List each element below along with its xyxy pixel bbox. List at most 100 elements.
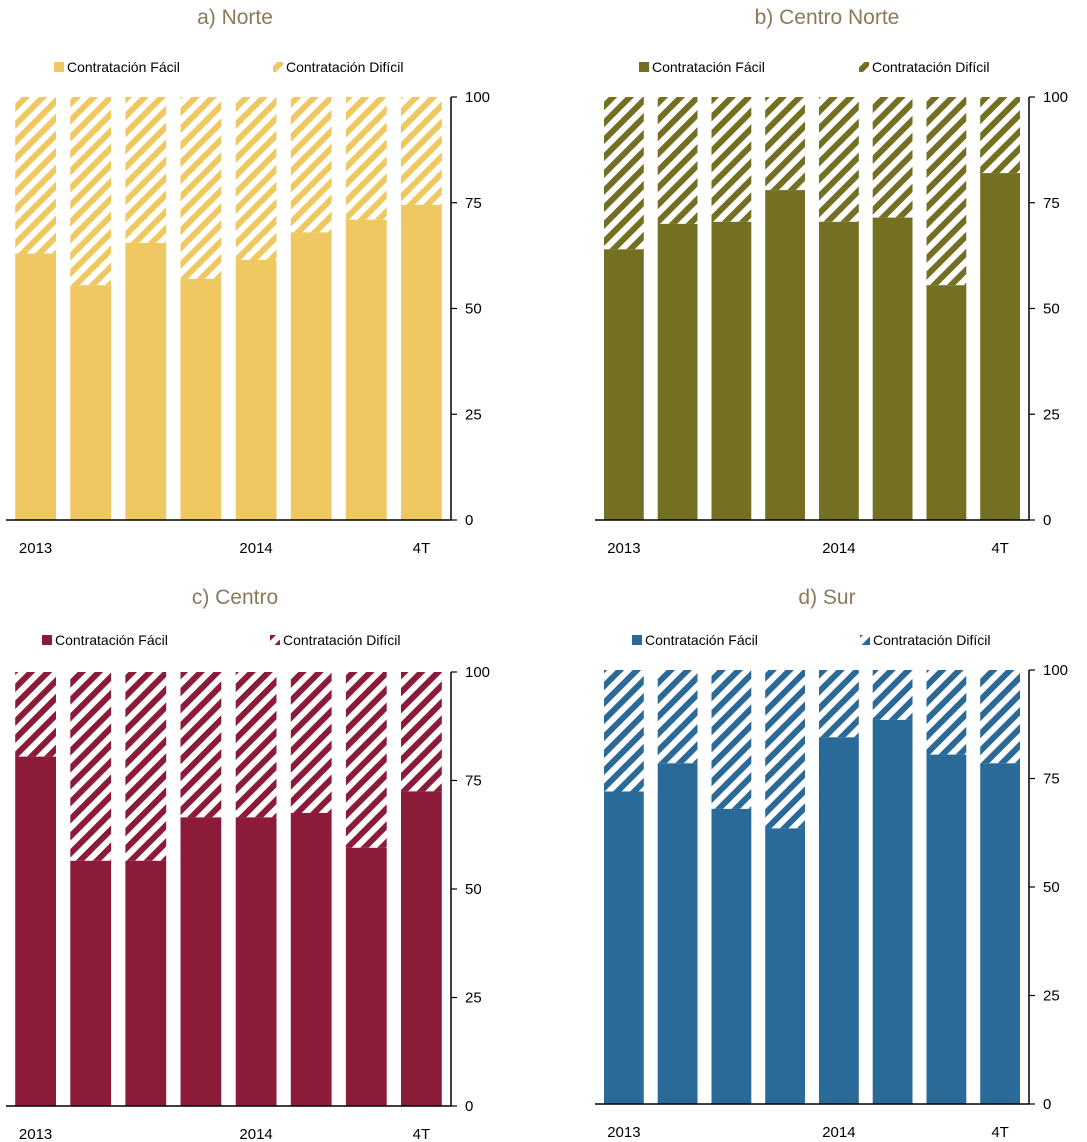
legend-item-facil: Contratación Fácil bbox=[54, 59, 180, 75]
panel-norte: a) Norte Contratación Fácil Contratación … bbox=[0, 0, 490, 565]
y-tick-label: 50 bbox=[1043, 301, 1060, 318]
bar-dificil bbox=[401, 97, 442, 205]
bar-dificil bbox=[604, 670, 644, 792]
bar-facil bbox=[235, 817, 277, 1106]
bar-facil bbox=[819, 737, 859, 1104]
bar-facil bbox=[765, 828, 805, 1104]
bar-dificil bbox=[401, 672, 442, 792]
legend-swatch-facil bbox=[639, 62, 649, 72]
bar-dificil bbox=[711, 97, 752, 222]
y-tick-label: 75 bbox=[465, 773, 482, 790]
bar-facil bbox=[980, 173, 1020, 520]
legend-label-facil: Contratación Fácil bbox=[652, 59, 765, 75]
bar-facil bbox=[657, 763, 698, 1104]
bar-dificil bbox=[604, 97, 644, 250]
x-tick-label: 2014 bbox=[239, 1126, 272, 1142]
legend-swatch-dificil bbox=[273, 62, 283, 72]
legend-swatch-dificil bbox=[859, 62, 869, 72]
bar-dificil bbox=[657, 670, 698, 764]
bar-facil bbox=[180, 817, 222, 1106]
bar-facil bbox=[345, 219, 387, 520]
bar-facil bbox=[604, 791, 644, 1104]
panel-centro: c) Centro Contratación Fácil Contratación… bbox=[0, 580, 490, 1142]
y-tick-label: 75 bbox=[1043, 771, 1060, 788]
x-tick-label: 2013 bbox=[607, 540, 640, 557]
bar-facil bbox=[657, 223, 698, 520]
panel-title: d) Sur bbox=[798, 586, 856, 609]
legend-swatch-facil bbox=[54, 62, 64, 72]
bar-dificil bbox=[290, 97, 332, 233]
legend-swatch-facil bbox=[42, 635, 52, 645]
legend-item-dificil: Contratación Difícil bbox=[860, 632, 991, 648]
bar-facil bbox=[70, 860, 112, 1106]
legend-swatch-facil bbox=[632, 635, 642, 645]
y-tick-label: 50 bbox=[465, 881, 482, 898]
bar-dificil bbox=[819, 97, 859, 222]
bar-dificil bbox=[765, 97, 805, 191]
legend-swatch-dificil bbox=[860, 635, 870, 645]
legend-label-facil: Contratación Fácil bbox=[55, 632, 168, 648]
bar-facil bbox=[290, 813, 332, 1106]
y-tick-label: 75 bbox=[465, 195, 482, 212]
y-tick-label: 25 bbox=[465, 990, 482, 1007]
bar-dificil bbox=[290, 672, 332, 813]
bar-dificil bbox=[180, 97, 222, 279]
bar-dificil bbox=[657, 97, 698, 224]
bar-facil bbox=[872, 217, 913, 520]
x-tick-label: 4T bbox=[991, 1124, 1009, 1141]
y-tick-label: 0 bbox=[1043, 512, 1051, 529]
panel-title: c) Centro bbox=[191, 586, 279, 609]
bar-facil bbox=[711, 221, 752, 521]
y-tick-label: 25 bbox=[1043, 406, 1060, 423]
bar-dificil bbox=[70, 97, 112, 286]
chart-sur: Contratación Fácil Contratación Difícil 20… bbox=[595, 632, 1068, 1141]
bar-facil bbox=[819, 221, 859, 521]
bar-dificil bbox=[345, 672, 387, 848]
bar-dificil bbox=[180, 672, 222, 818]
legend-item-facil: Contratación Fácil bbox=[42, 632, 168, 648]
bar-dificil bbox=[872, 97, 913, 218]
bar-facil bbox=[926, 285, 967, 520]
bar-dificil bbox=[125, 97, 167, 243]
panel-sur: d) Sur Contratación Fácil Contratación Di… bbox=[587, 580, 1068, 1142]
bar-facil bbox=[401, 204, 442, 520]
x-tick-label: 2013 bbox=[607, 1124, 640, 1141]
chart-norte: Contratación Fácil Contratación Difícil 20… bbox=[6, 59, 490, 557]
panel-title: b) Centro Norte bbox=[754, 6, 900, 29]
y-tick-label: 0 bbox=[465, 512, 473, 529]
bar-facil bbox=[180, 278, 222, 520]
legend-label-dificil: Contratación Difícil bbox=[873, 632, 991, 648]
x-tick-label: 4T bbox=[991, 540, 1009, 557]
bar-dificil bbox=[15, 97, 56, 254]
legend-item-dificil: Contratación Difícil bbox=[270, 632, 401, 648]
bar-facil bbox=[765, 190, 805, 520]
bar-dificil bbox=[235, 672, 277, 818]
bar-facil bbox=[290, 232, 332, 520]
bar-dificil bbox=[819, 670, 859, 738]
y-tick-label: 100 bbox=[1043, 662, 1068, 679]
x-tick-label: 4T bbox=[413, 540, 431, 557]
y-tick-label: 100 bbox=[1043, 89, 1068, 106]
x-tick-label: 2013 bbox=[19, 1126, 52, 1142]
bar-dificil bbox=[345, 97, 387, 220]
bar-facil bbox=[401, 791, 442, 1106]
legend-item-facil: Contratación Fácil bbox=[632, 632, 758, 648]
bar-facil bbox=[125, 860, 167, 1106]
legend-label-dificil: Contratación Difícil bbox=[283, 632, 401, 648]
y-tick-label: 50 bbox=[465, 301, 482, 318]
y-tick-label: 50 bbox=[1043, 879, 1060, 896]
bar-dificil bbox=[711, 670, 752, 809]
bar-dificil bbox=[926, 670, 967, 755]
y-tick-label: 25 bbox=[1043, 988, 1060, 1005]
panel-centro-norte: b) Centro Norte Contratación Fácil Contra… bbox=[587, 0, 1068, 565]
x-tick-label: 2014 bbox=[239, 540, 272, 557]
y-tick-label: 25 bbox=[465, 406, 482, 423]
bar-dificil bbox=[235, 97, 277, 260]
chart-centro-norte: Contratación Fácil Contratación Difícil 20… bbox=[595, 59, 1068, 557]
x-tick-label: 4T bbox=[413, 1126, 431, 1142]
bar-dificil bbox=[926, 97, 967, 286]
legend-item-facil: Contratación Fácil bbox=[639, 59, 765, 75]
bar-dificil bbox=[70, 672, 112, 861]
bar-facil bbox=[604, 249, 644, 521]
y-tick-label: 0 bbox=[1043, 1096, 1051, 1113]
